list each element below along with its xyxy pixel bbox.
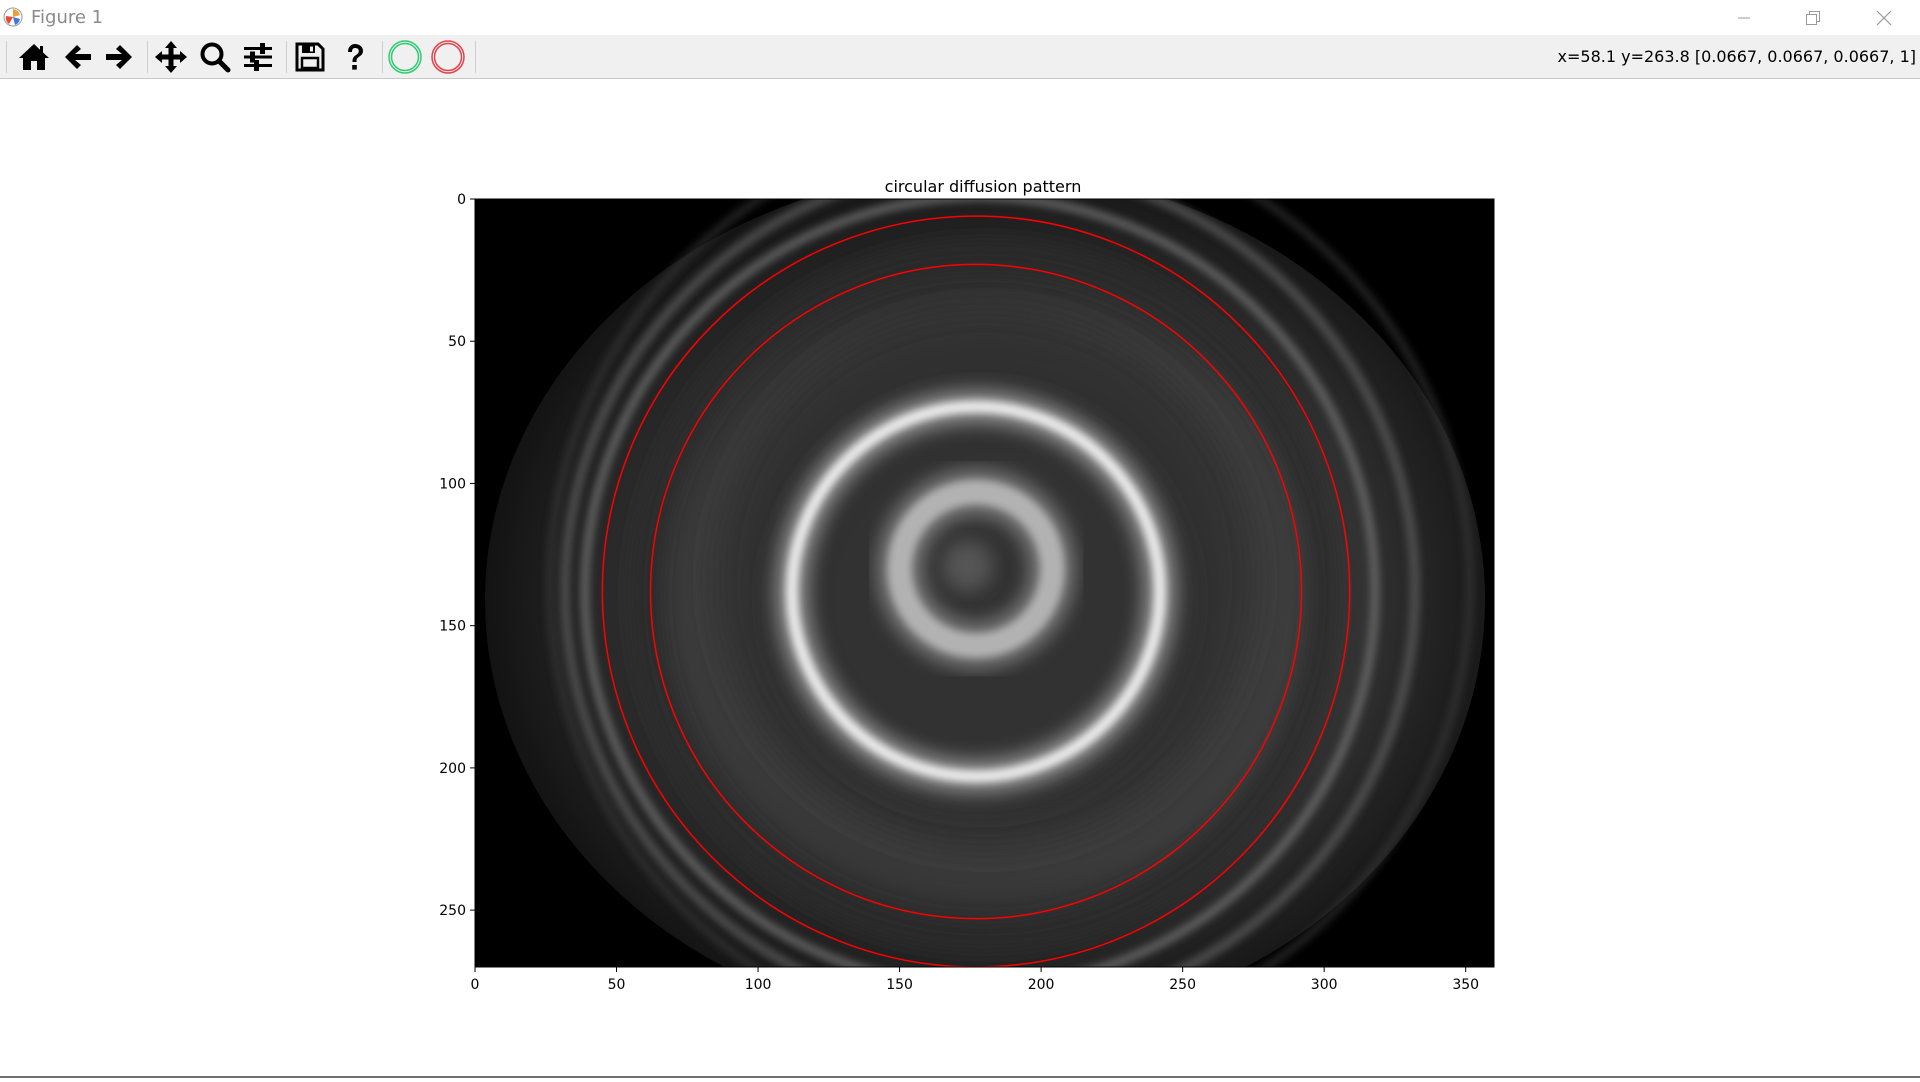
toolbar-grip: [6, 41, 7, 73]
matplotlib-app-icon: [3, 7, 23, 27]
bright-ring: [887, 479, 1065, 658]
question-mark-icon: [348, 44, 363, 70]
move-icon: [155, 41, 187, 73]
y-tick-label: 100: [439, 476, 466, 492]
x-tick-label: 250: [1169, 977, 1196, 993]
close-button[interactable]: [1849, 0, 1919, 35]
forward-button[interactable]: [100, 39, 138, 75]
window-title: Figure 1: [31, 7, 104, 28]
toolbar-separator: [147, 41, 148, 73]
green-circle-icon: [388, 40, 422, 74]
image-plot[interactable]: circular diffusion pattern 0 50 100 150 200 2…: [0, 80, 1920, 1078]
restore-button[interactable]: [1778, 0, 1848, 35]
x-tick-label: 100: [745, 977, 772, 993]
x-tick-label: 50: [608, 977, 626, 993]
x-tick-label: 300: [1311, 977, 1338, 993]
toolbar-separator: [382, 41, 383, 73]
y-tick-label: 50: [448, 334, 466, 350]
circle-green-button[interactable]: [386, 39, 424, 75]
toolbar-separator: [475, 41, 476, 73]
x-tick-label: 0: [471, 977, 480, 993]
minimize-icon: [1738, 17, 1750, 18]
magnifier-icon: [200, 42, 231, 73]
y-tick-label: 150: [439, 619, 466, 635]
x-tick-label: 150: [886, 977, 913, 993]
restore-icon: [1806, 10, 1820, 25]
save-button[interactable]: [291, 39, 329, 75]
ring-center-spot: [942, 540, 993, 592]
zoom-button[interactable]: [196, 39, 234, 75]
home-icon: [19, 44, 49, 70]
window-bottom-border: [0, 1076, 1920, 1078]
sliders-icon: [244, 43, 272, 71]
arrow-right-icon: [106, 45, 132, 69]
y-tick-label: 250: [439, 903, 466, 919]
red-circle-icon: [431, 40, 465, 74]
title-bar: Figure 1: [0, 0, 1920, 35]
toolbar-separator: [286, 41, 287, 73]
help-button[interactable]: [336, 39, 374, 75]
pan-button[interactable]: [152, 39, 190, 75]
home-button[interactable]: [15, 39, 53, 75]
axes-frame: [474, 198, 1495, 968]
y-tick-label: 0: [457, 192, 466, 208]
y-tick-label: 200: [439, 761, 466, 777]
back-button[interactable]: [59, 39, 97, 75]
fitted-circle: [649, 263, 1303, 920]
cursor-coordinates-readout: x=58.1 y=263.8 [0.0667, 0.0667, 0.0667, …: [1557, 47, 1916, 66]
floppy-disk-icon: [295, 42, 325, 72]
chart-title: circular diffusion pattern: [885, 177, 1082, 196]
navigation-toolbar: x=58.1 y=263.8 [0.0667, 0.0667, 0.0667, …: [0, 35, 1920, 79]
arrow-left-icon: [65, 45, 91, 69]
circle-red-button[interactable]: [429, 39, 467, 75]
configure-subplots-button[interactable]: [239, 39, 277, 75]
minimize-button[interactable]: [1709, 0, 1779, 35]
fitted-circle: [601, 215, 1351, 967]
bright-ring: [786, 400, 1166, 783]
x-tick-label: 200: [1028, 977, 1055, 993]
x-tick-label: 350: [1452, 977, 1479, 993]
close-icon: [1876, 10, 1892, 25]
figure-canvas[interactable]: circular diffusion pattern 0 50 100 150 200 2…: [0, 80, 1920, 1078]
